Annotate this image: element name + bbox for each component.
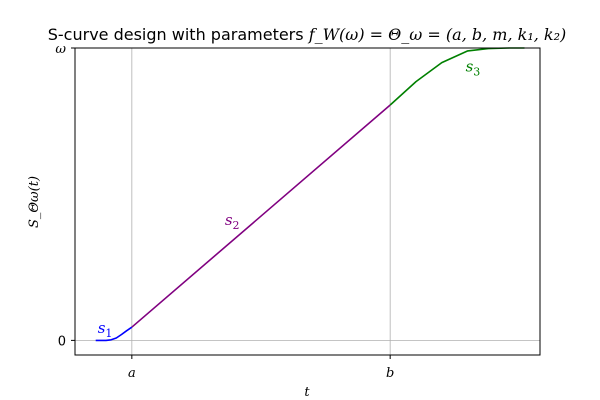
title-math: f_W(ω) = Θ_ω = (a, b, m, k₁, k₂) (308, 25, 567, 44)
title-prefix: S-curve design with parameters (48, 25, 309, 44)
chart-title: S-curve design with parameters f_W(ω) = … (48, 25, 567, 44)
y-axis-label: S_Θω(t) (27, 176, 42, 228)
series-label-s1: s1 (98, 319, 113, 340)
axes-frame (74, 47, 541, 356)
y-tick-label: ω (55, 42, 66, 57)
series-line-s1 (95, 326, 133, 342)
series-label-sub: 1 (105, 327, 112, 340)
series-label-name: s (98, 319, 106, 337)
axis-ticks: a b 0 ω (55, 42, 394, 381)
series-label-name: s (225, 211, 233, 229)
y-tick-label: 0 (58, 334, 66, 349)
series-label-s3: s3 (466, 57, 481, 78)
series-label-s2: s2 (225, 211, 240, 232)
x-tick-label: b (386, 366, 394, 381)
x-axis-label: t (304, 385, 310, 400)
x-tick-label: a (128, 366, 136, 381)
series-line-s2 (131, 104, 391, 328)
series-label-sub: 3 (473, 65, 480, 78)
series-label-name: s (466, 57, 474, 75)
series-label-sub: 2 (233, 219, 240, 232)
